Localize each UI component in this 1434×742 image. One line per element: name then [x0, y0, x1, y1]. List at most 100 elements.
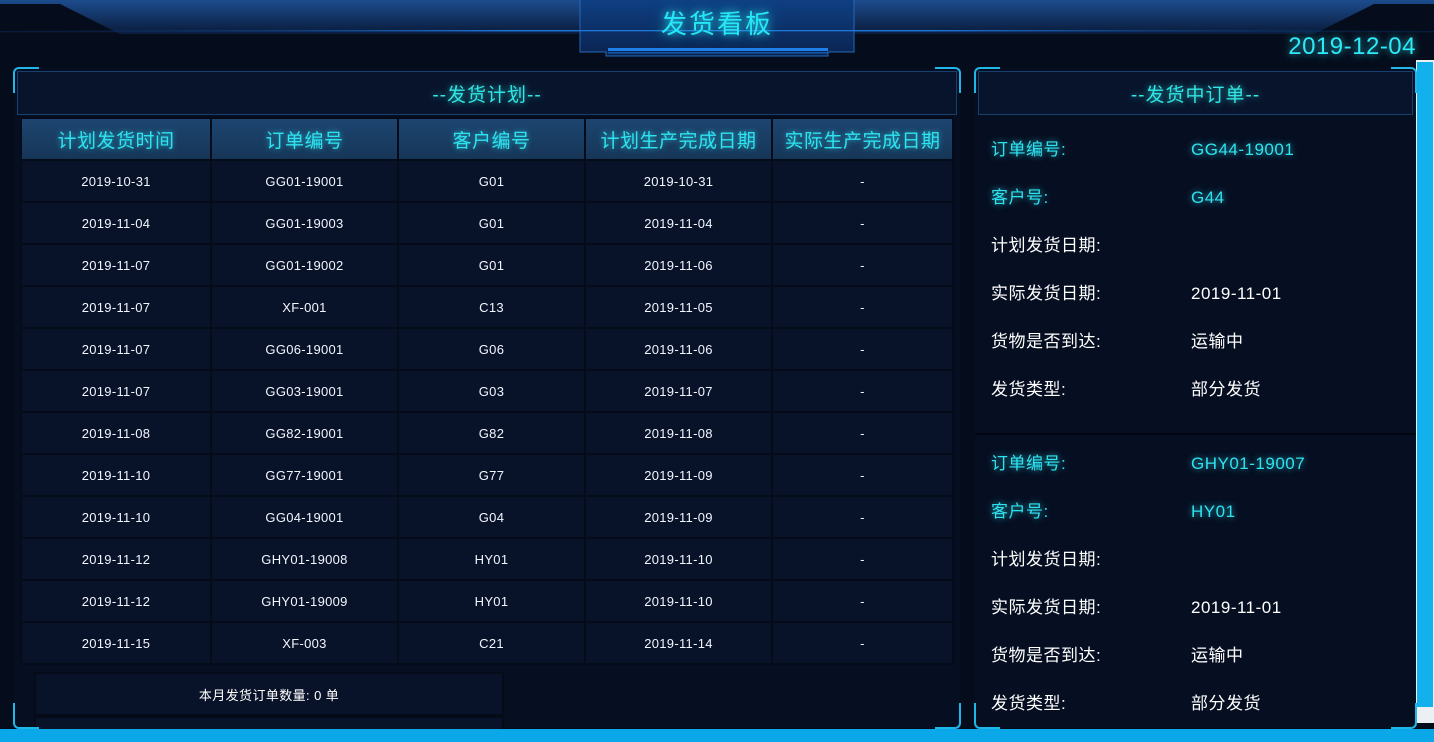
table-cell: GG06-19001	[210, 327, 399, 371]
table-cell: 2019-11-06	[584, 243, 773, 287]
shipping-plan-title: --发货计划--	[432, 84, 542, 106]
table-cell: GHY01-19008	[210, 537, 399, 581]
order-card[interactable]: 订单编号: GHY01-19007 客户号: HY01 计划发货日期: 实际发货日期: 20…	[975, 433, 1416, 742]
table-head: 计划发货时间 订单编号 客户编号 计划生产完成日期 实际生产完成日期	[20, 117, 954, 161]
order-field-value: G44	[1191, 188, 1225, 207]
table-cell: HY01	[397, 579, 586, 623]
table-cell: 2019-11-09	[584, 453, 773, 497]
table-row[interactable]: 2019-11-10 GG77-19001 G77 2019-11-09-	[20, 453, 954, 497]
table-cell: 2019-11-09	[584, 495, 773, 539]
order-field-label: 货物是否到达:	[991, 332, 1102, 351]
header-date: 2019-12-04	[1288, 33, 1416, 60]
table-cell: -	[771, 579, 954, 623]
table-cell: GG01-19003	[210, 201, 399, 245]
dashboard-header: 发货看板 2019-12-04	[0, 0, 1434, 70]
order-field-label: 计划发货日期:	[991, 550, 1102, 569]
shipping-plan-panel: --发货计划-- 计划发货时间 订单编号 客户编号 计划生产完成日期 实际生产完成日期 …	[13, 67, 961, 742]
table-row[interactable]: 2019-11-07 GG06-19001 G06 2019-11-06-	[20, 327, 954, 371]
table-cell: -	[771, 495, 954, 539]
table-cell: 2019-11-10	[584, 579, 773, 623]
header-banner-graphic	[0, 0, 1434, 70]
table-row[interactable]: 2019-11-07 XF-001 C13 2019-11-05-	[20, 285, 954, 329]
order-field: 客户号: HY01	[991, 497, 1416, 545]
table-column-header: 订单编号	[210, 117, 399, 161]
table-cell: 2019-11-08	[584, 411, 773, 455]
table-cell: 2019-11-04	[584, 201, 773, 245]
table-cell: -	[771, 285, 954, 329]
order-card-list: 订单编号: GG44-19001 客户号: G44 计划发货日期: 实际发货日期: 2019…	[975, 115, 1416, 742]
table-column-header: 客户编号	[397, 117, 586, 161]
page-scrollbar-thumb[interactable]	[1417, 62, 1433, 707]
table-cell: 2019-11-15	[20, 621, 212, 665]
table-row[interactable]: 2019-11-10 GG04-19001 G04 2019-11-09-	[20, 495, 954, 539]
shipping-in-progress-panel: --发货中订单-- 订单编号: GG44-19001 客户号: G44 计划发货日期: 实…	[974, 67, 1417, 729]
table-cell: 2019-11-07	[20, 369, 212, 413]
table-cell: G06	[397, 327, 586, 371]
page-title: 发货看板	[660, 9, 773, 39]
table-cell: 2019-10-31	[20, 159, 212, 203]
table-cell: 2019-11-12	[20, 537, 212, 581]
table-row[interactable]: 2019-11-08 GG82-19001 G82 2019-11-08-	[20, 411, 954, 455]
order-field-label: 发货类型:	[991, 694, 1067, 713]
table-row[interactable]: 2019-11-12 GHY01-19008 HY01 2019-11-10-	[20, 537, 954, 581]
order-field: 货物是否到达: 运输中	[991, 641, 1416, 689]
table-cell: G04	[397, 495, 586, 539]
table-column-header: 计划发货时间	[20, 117, 212, 161]
order-field: 发货类型: 部分发货	[991, 375, 1416, 423]
table-cell: -	[771, 369, 954, 413]
table-cell: -	[771, 411, 954, 455]
table-cell: GG04-19001	[210, 495, 399, 539]
table-cell: 2019-11-10	[20, 453, 212, 497]
order-field-value: 2019-11-01	[1191, 284, 1282, 303]
table-cell: HY01	[397, 537, 586, 581]
monthly-shipment-summary: 本月发货订单数量: 0 单	[34, 672, 504, 716]
table-cell: GG03-19001	[210, 369, 399, 413]
table-cell: 2019-11-05	[584, 285, 773, 329]
order-field: 实际发货日期: 2019-11-01	[991, 279, 1416, 327]
table-cell: 2019-11-10	[584, 537, 773, 581]
table-cell: GHY01-19009	[210, 579, 399, 623]
corner-bracket-bottom-right	[935, 703, 961, 729]
order-field: 货物是否到达: 运输中	[991, 327, 1416, 375]
order-field-value: 运输中	[1191, 332, 1244, 351]
order-field-value: 部分发货	[1191, 380, 1261, 399]
shipping-plan-titlebar: --发货计划--	[17, 71, 957, 115]
bottom-status-bar	[0, 729, 1434, 742]
table-column-header: 实际生产完成日期	[771, 117, 954, 161]
table-cell: 2019-11-12	[20, 579, 212, 623]
order-field: 计划发货日期:	[991, 545, 1416, 593]
order-field-label: 计划发货日期:	[991, 236, 1102, 255]
monthly-shipment-summary-text: 本月发货订单数量: 0 单	[198, 687, 340, 703]
shipping-plan-table: 计划发货时间 订单编号 客户编号 计划生产完成日期 实际生产完成日期 2019-10-3…	[20, 117, 954, 665]
table-row[interactable]: 2019-11-15 XF-003 C21 2019-11-14-	[20, 621, 954, 665]
order-field-value: GHY01-19007	[1191, 454, 1306, 473]
table-cell: G01	[397, 243, 586, 287]
table-cell: C13	[397, 285, 586, 329]
table-cell: GG82-19001	[210, 411, 399, 455]
order-field-label: 客户号:	[991, 502, 1049, 521]
order-field-label: 订单编号:	[991, 140, 1067, 159]
order-field: 发货类型: 部分发货	[991, 689, 1416, 737]
table-row[interactable]: 2019-11-04 GG01-19003 G01 2019-11-04-	[20, 201, 954, 245]
table-cell: -	[771, 201, 954, 245]
order-card[interactable]: 订单编号: GG44-19001 客户号: G44 计划发货日期: 实际发货日期: 2019…	[975, 121, 1416, 433]
table-cell: GG77-19001	[210, 453, 399, 497]
table-cell: XF-003	[210, 621, 399, 665]
table-row[interactable]: 2019-11-07 GG01-19002 G01 2019-11-06-	[20, 243, 954, 287]
order-field: 订单编号: GHY01-19007	[991, 449, 1416, 497]
table-cell: G01	[397, 159, 586, 203]
table-header-row: 计划发货时间 订单编号 客户编号 计划生产完成日期 实际生产完成日期	[20, 117, 954, 161]
order-field-label: 货物是否到达:	[991, 646, 1102, 665]
order-field-label: 客户号:	[991, 188, 1049, 207]
table-cell: G03	[397, 369, 586, 413]
table-cell: 2019-10-31	[584, 159, 773, 203]
table-row[interactable]: 2019-11-12 GHY01-19009 HY01 2019-11-10-	[20, 579, 954, 623]
table-row[interactable]: 2019-10-31 GG01-19001 G01 2019-10-31-	[20, 159, 954, 203]
table-row[interactable]: 2019-11-07 GG03-19001 G03 2019-11-07-	[20, 369, 954, 413]
table-cell: 2019-11-04	[20, 201, 212, 245]
order-field-value: GG44-19001	[1191, 140, 1295, 159]
table-cell: 2019-11-07	[20, 285, 212, 329]
table-cell: -	[771, 537, 954, 581]
table-cell: -	[771, 159, 954, 203]
